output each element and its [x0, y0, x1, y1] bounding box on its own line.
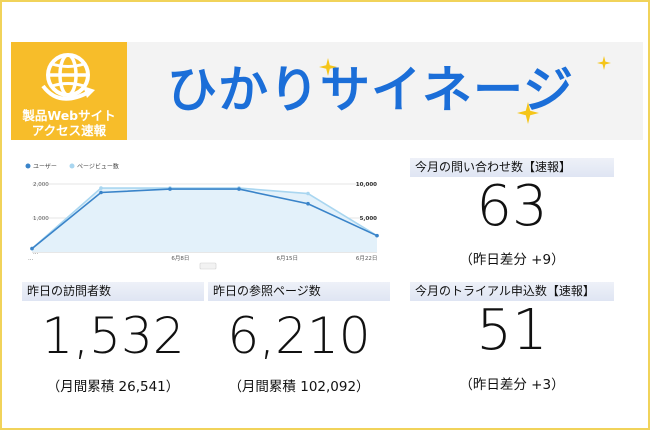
- y-left-tick-label: 2,000: [33, 182, 49, 188]
- trials-delta: （昨日差分 +3）: [459, 377, 565, 393]
- x-tick-label: 6月8日: [171, 255, 189, 262]
- data-point: [306, 191, 310, 196]
- legend-label: ページビュー数: [77, 163, 119, 171]
- y-left-tick-label: 1,000: [33, 216, 49, 222]
- brand-title: ひかりサイネージ: [167, 61, 574, 119]
- access-chart-svg: ユーザー ページビュー数 2,000 1,000... 10,000 5,000... 6月…: [25, 163, 379, 270]
- chart-scroll-handle: [199, 262, 217, 270]
- sparkle-icon: [319, 58, 337, 76]
- x-tick-label: 6月22日: [356, 255, 378, 262]
- product-logo: 製品Webサイト アクセス速報: [11, 42, 127, 140]
- users-line: [31, 188, 378, 250]
- y-right-tick-label: 5,000: [360, 216, 378, 222]
- data-point: [237, 187, 241, 191]
- data-point: [375, 233, 379, 238]
- visitors-monthly-total: （月間累積 26,541）: [46, 379, 180, 395]
- data-point: [30, 246, 34, 251]
- y-right-tick-label: 10,000: [356, 182, 377, 188]
- inquiries-value: 63: [476, 174, 548, 239]
- brand-banner: ひかりサイネージ: [127, 42, 643, 140]
- trials-value: 51: [476, 298, 548, 363]
- y-left-tick-label: ...: [33, 250, 38, 256]
- x-tick-label: 6月15日: [277, 255, 299, 262]
- data-point: [99, 190, 103, 195]
- legend-swatch: [69, 163, 75, 169]
- trials-label: 今月のトライアル申込数【速報】: [410, 282, 614, 301]
- logo-line-2: アクセス速報: [31, 123, 107, 138]
- legend-label: ユーザー: [33, 164, 57, 171]
- data-point: [306, 201, 310, 206]
- sparkle-icon: [597, 56, 611, 70]
- data-point: [99, 186, 103, 190]
- legend-swatch: [25, 163, 31, 169]
- visitors-label: 昨日の訪問者数: [22, 282, 204, 301]
- pageviews-line: [31, 187, 378, 250]
- sparkle-icon: [517, 102, 539, 124]
- pageviews-monthly-total: （月間累積 102,092）: [228, 379, 370, 395]
- globe-icon: [41, 53, 95, 101]
- data-point: [168, 187, 172, 191]
- pageviews-area: [32, 188, 377, 252]
- x-tick-label: ...: [28, 256, 33, 262]
- pageviews-value: 6,210: [227, 307, 371, 365]
- pageviews-label: 昨日の参照ページ数: [208, 282, 390, 301]
- inquiries-delta: （昨日差分 +9）: [459, 252, 565, 268]
- access-chart: ユーザー ページビュー数 2,000 1,000... 10,000 5,000... 6月…: [22, 160, 382, 272]
- inquiries-label: 今月の問い合わせ数【速報】: [410, 158, 614, 177]
- visitors-value: 1,532: [41, 307, 185, 365]
- logo-line-1: 製品Webサイト: [22, 108, 116, 123]
